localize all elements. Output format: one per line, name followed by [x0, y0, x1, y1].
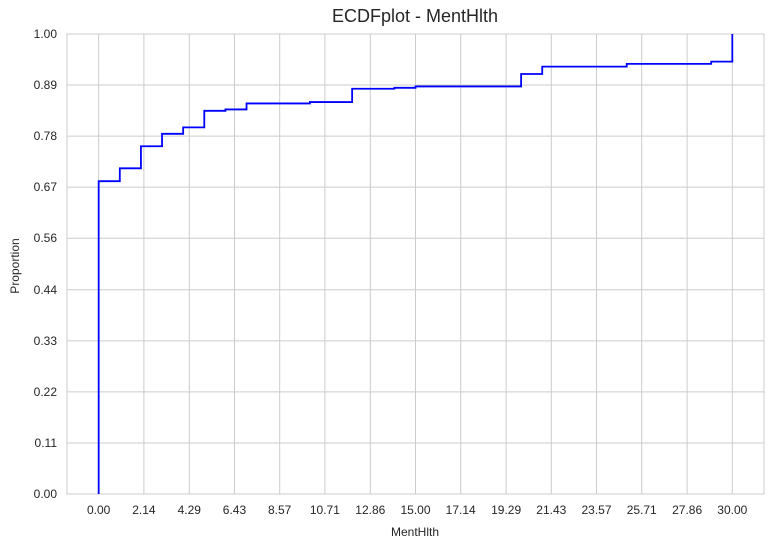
x-tick-label: 27.86	[672, 503, 702, 517]
x-tick-label: 17.14	[446, 503, 476, 517]
y-tick-label: 1.00	[34, 27, 58, 41]
x-tick-label: 6.43	[223, 503, 247, 517]
y-tick-label: 0.56	[34, 231, 58, 245]
x-tick-label: 4.29	[178, 503, 202, 517]
x-tick-label: 0.00	[87, 503, 111, 517]
y-axis-label: Proportion	[8, 238, 22, 293]
y-tick-labels: 0.00 0.11 0.22 0.33 0.44 0.56 0.67 0.78 0.89 1.00	[34, 27, 58, 501]
x-tick-label: 2.14	[132, 503, 156, 517]
plot-frame	[66, 33, 765, 495]
x-tick-label: 8.57	[268, 503, 292, 517]
x-tick-label: 19.29	[491, 503, 521, 517]
x-tick-labels: 0.00 2.14 4.29 6.43 8.57 10.71 12.86 15.00 17.14…	[87, 503, 748, 517]
ecdf-step-line	[97, 34, 734, 494]
y-tick-label: 0.33	[34, 334, 58, 348]
x-tick-label: 30.00	[717, 503, 747, 517]
y-tick-label: 0.67	[34, 180, 58, 194]
y-tick-label: 0.00	[34, 487, 58, 501]
x-tick-label: 12.86	[355, 503, 385, 517]
x-tick-label: 10.71	[310, 503, 340, 517]
x-tick-label: 21.43	[536, 503, 566, 517]
y-tick-label: 0.78	[34, 129, 58, 143]
x-axis-label: MentHlth	[391, 525, 439, 539]
y-tick-label: 0.44	[34, 283, 58, 297]
y-tick-label: 0.11	[35, 436, 58, 450]
chart-title: ECDFplot - MentHlth	[332, 6, 498, 26]
x-tick-label: 25.71	[627, 503, 657, 517]
y-tick-label: 0.22	[34, 385, 58, 399]
y-tick-label: 0.89	[34, 78, 58, 92]
x-tick-label: 23.57	[581, 503, 611, 517]
x-tick-label: 15.00	[400, 503, 430, 517]
x-gridlines	[98, 34, 733, 494]
